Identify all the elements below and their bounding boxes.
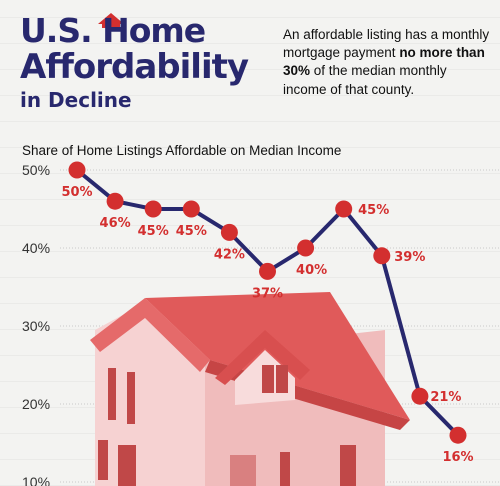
label-layer: 50% 46% 45% 45% 42% 37% 40% 45% 39% 21% 16%: [61, 185, 473, 465]
y-tick-label: 40%: [22, 240, 50, 256]
data-point: [411, 387, 429, 405]
data-label: 40%: [296, 263, 327, 278]
data-point: [68, 161, 86, 179]
data-label: 37%: [252, 286, 283, 301]
data-point: [335, 200, 353, 218]
data-label: 16%: [442, 450, 473, 465]
y-tick-label: 20%: [22, 396, 50, 412]
data-point: [449, 426, 467, 444]
affordability-definition: An affordable listing has a monthly mort…: [283, 26, 493, 99]
data-label: 46%: [100, 216, 131, 231]
data-point: [373, 247, 391, 265]
data-label: 45%: [176, 224, 207, 239]
house-illustration: [90, 292, 410, 486]
data-label: 45%: [138, 224, 169, 239]
note-text-bold: no more than 30%: [283, 45, 485, 79]
title-block: U.S. Home Affordability in Decline: [20, 11, 275, 112]
data-point: [182, 200, 200, 218]
data-label: 45%: [358, 203, 389, 218]
title-line-1: U.S. Home: [20, 11, 206, 50]
data-point: [259, 262, 276, 280]
note-text-1: An affordable listing has a monthly mort…: [283, 27, 490, 61]
data-label: 42%: [214, 247, 245, 262]
point-layer: [68, 161, 467, 444]
data-point: [220, 223, 238, 241]
title-line-3: in Decline: [20, 88, 132, 112]
note-text-2: of the median monthly income of that cou…: [283, 63, 447, 97]
chart-title: Share of Home Listings Affordable on Med…: [22, 143, 342, 158]
data-point: [106, 192, 124, 210]
y-tick-label: 50%: [22, 162, 50, 178]
data-label: 39%: [394, 250, 425, 265]
data-label: 21%: [430, 390, 461, 405]
y-tick-label: 10%: [22, 474, 50, 486]
data-point: [144, 200, 162, 218]
data-label: 50%: [61, 185, 92, 200]
title-line-2: Affordability: [20, 47, 249, 87]
tick-layer: 50% 40% 30% 20% 10%: [22, 162, 50, 486]
data-point: [297, 239, 315, 257]
roof-icon: [98, 13, 124, 28]
y-tick-label: 30%: [22, 318, 50, 334]
